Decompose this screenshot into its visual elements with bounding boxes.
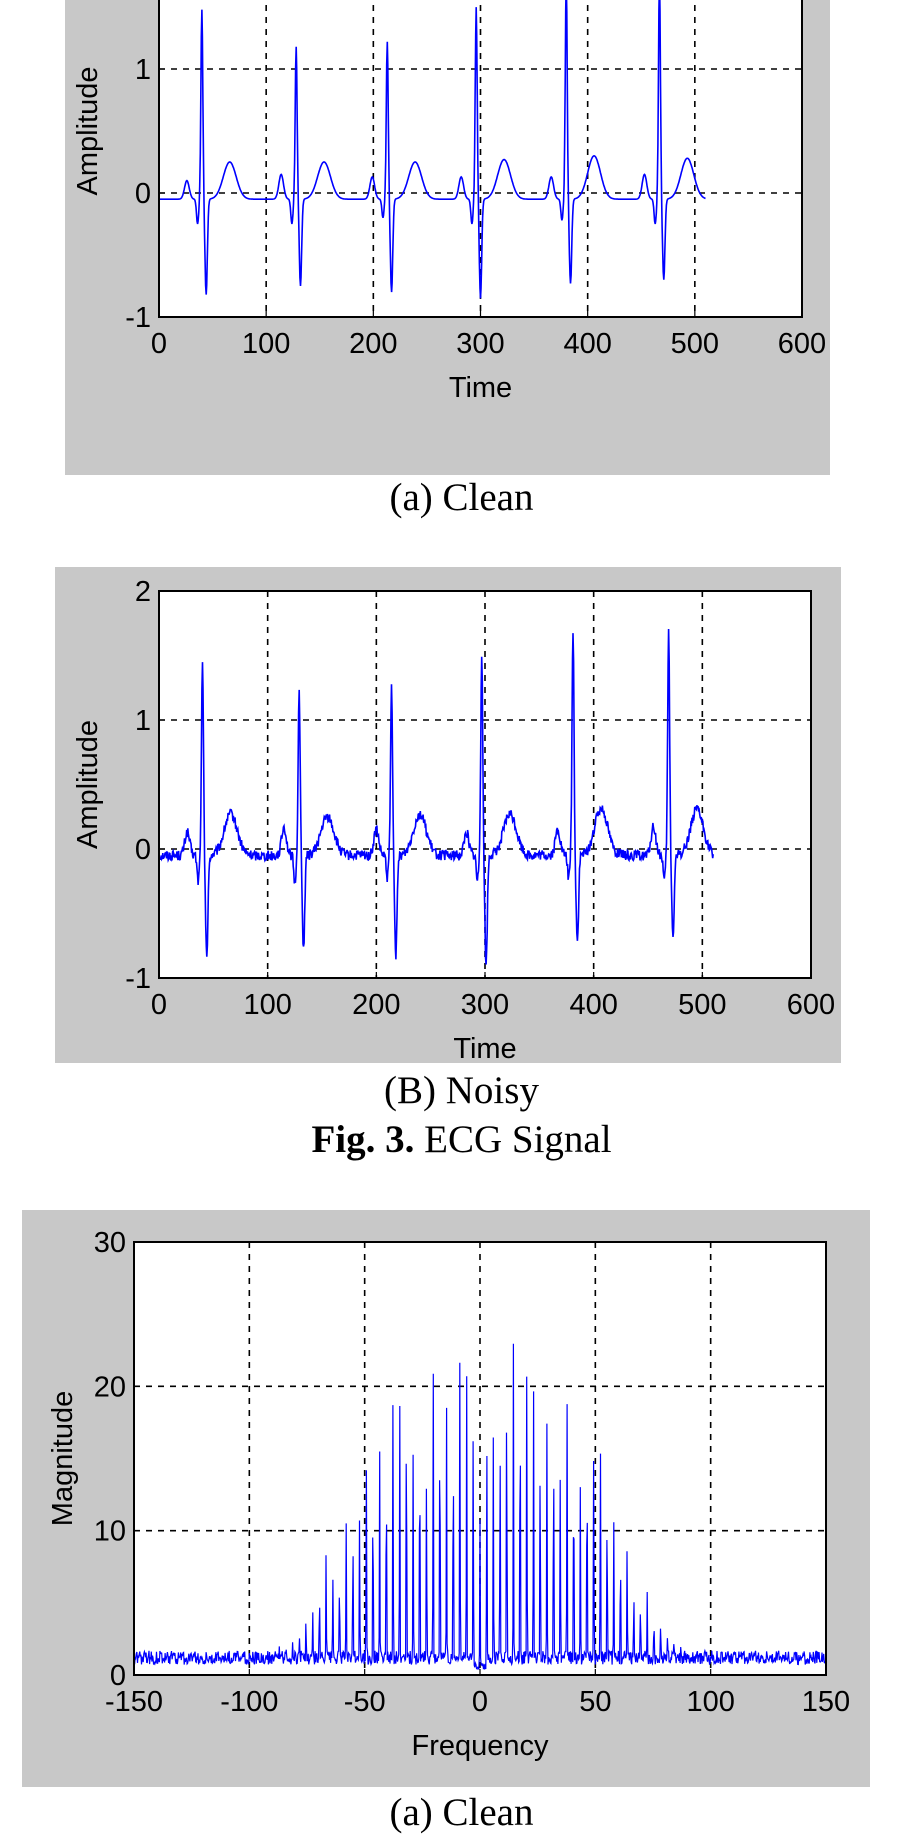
x-axis-label: Frequency [411,1730,549,1762]
y-tick-label: 1 [135,705,151,737]
x-tick-label: 600 [778,328,826,360]
plot-area [159,0,802,317]
series-line-ecg [159,0,706,299]
x-axis-label: Time [453,1033,516,1065]
y-axis-label: Amplitude [72,67,104,196]
y-tick-label: 0 [135,834,151,866]
y-tick-label: 0 [110,1660,126,1692]
x-tick-label: 0 [151,328,167,360]
chart-panel-noisy-ecg: 0 100 200 300 400 500 600 -1 0 1 2 Time Amplitude [55,567,841,1065]
x-tick-label: 150 [802,1686,850,1718]
plot-border [158,590,812,979]
plot-border [133,1241,827,1676]
y-tick-label: 2 [135,576,151,608]
x-tick-label: 200 [349,328,397,360]
y-tick-label: 1 [135,54,151,86]
y-tick-label: -1 [125,963,151,995]
figure-caption: Fig. 3. ECG Signal [0,1120,923,1159]
y-tick-label: 0 [135,178,151,210]
y-axis-label: Magnitude [47,1391,79,1526]
y-tick-label: 10 [94,1516,126,1548]
caption-clean: (a) Clean [389,476,534,519]
x-tick-label: 300 [456,328,504,360]
x-tick-label: 100 [243,989,291,1021]
x-tick-label: 600 [787,989,835,1021]
chart-panel-spectrum: -150 -100 -50 0 50 100 150 0 10 20 30 Frequency Magn… [22,1210,870,1787]
x-tick-label: -150 [105,1686,163,1718]
x-tick-label: 500 [671,328,719,360]
y-tick-label: 30 [94,1227,126,1259]
figure-caption-text: ECG Signal [414,1118,612,1161]
chart-spectrum: -150 -100 -50 0 50 100 150 0 10 20 30 Frequency Magn… [47,1227,850,1762]
x-tick-label: 100 [686,1686,734,1718]
x-tick-label: -50 [344,1686,386,1718]
caption-spectrum: (a) Clean [389,1791,534,1834]
x-axis-label: Time [449,372,512,404]
x-tick-label: 400 [569,989,617,1021]
series-line-spectrum [133,1343,827,1671]
x-tick-label: 100 [242,328,290,360]
x-tick-label: 200 [352,989,400,1021]
x-tick-label: 300 [461,989,509,1021]
series-line-ecg [158,628,714,965]
caption-noisy: (B) Noisy [384,1069,539,1112]
x-tick-label: 0 [472,1686,488,1718]
x-tick-label: 500 [678,989,726,1021]
x-tick-label: 400 [563,328,611,360]
y-axis-label: Amplitude [72,720,104,849]
figure-caption-prefix: Fig. 3. [311,1118,415,1161]
x-tick-label: 0 [151,989,167,1021]
y-tick-label: 20 [94,1371,126,1403]
x-tick-label: -100 [220,1686,278,1718]
y-tick-label: -1 [125,302,151,334]
plot-border [158,0,803,318]
x-tick-label: 50 [579,1686,611,1718]
